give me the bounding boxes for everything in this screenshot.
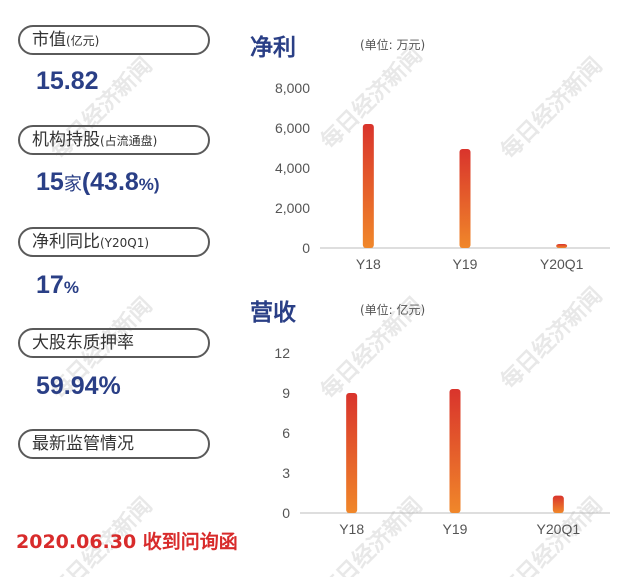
y-tick-label: 8,000	[275, 80, 310, 96]
metrics-panel: 市值(亿元) 15.82 机构持股(占流通盘) 15家(43.8%) 净利同比(…	[0, 0, 238, 577]
y-tick-label: 4,000	[275, 160, 310, 176]
institutional-holdings-percent: (43.8	[81, 168, 139, 196]
y-tick-label: 3	[282, 465, 290, 481]
x-category-label: Y20Q1	[537, 521, 581, 537]
pledge-ratio-label-text: 大股东质押率	[32, 333, 134, 353]
y-tick-label: 6	[282, 425, 290, 441]
inquiry-letter-note: 2020.06.30 收到问询函	[16, 531, 238, 553]
bar-y19	[459, 149, 471, 248]
y-tick-label: 0	[282, 505, 290, 521]
institutional-holdings-percent-unit: %)	[138, 175, 160, 194]
pledge-ratio-value-text: 59.94%	[36, 372, 121, 400]
net-profit-yoy-value: 17%	[36, 271, 79, 300]
revenue-chart: 营收 (单位: 亿元) 0 3 6 9 12 Y18 Y19 Y20Q1	[250, 299, 610, 537]
market-cap-label-unit: (亿元)	[66, 34, 100, 48]
x-category-label: Y18	[356, 256, 381, 272]
bar-y20q1	[556, 244, 568, 248]
bar-y18	[362, 124, 374, 248]
market-cap-label-text: 市值	[32, 30, 66, 50]
regulatory-status-label-text: 最新监管情况	[32, 434, 134, 454]
institutional-holdings-count: 15	[36, 168, 64, 196]
institutional-holdings-label: 机构持股(占流通盘)	[18, 125, 210, 155]
x-category-label: Y20Q1	[540, 256, 584, 272]
pledge-ratio-value: 59.94%	[36, 372, 121, 401]
institutional-holdings-count-unit: 家	[63, 174, 82, 194]
institutional-holdings-label-unit: (占流通盘)	[100, 134, 158, 148]
institutional-holdings-label-text: 机构持股	[32, 130, 100, 150]
y-tick-label: 2,000	[275, 200, 310, 216]
bar-y19	[449, 389, 461, 513]
x-category-label: Y18	[339, 521, 364, 537]
net-profit-yoy-value-text: 17	[36, 271, 64, 299]
bar-y18	[346, 393, 358, 513]
chart-title: 营收	[250, 299, 296, 326]
net-profit-yoy-value-unit: %	[63, 278, 79, 297]
market-cap-value-text: 15.82	[36, 67, 99, 95]
x-category-label: Y19	[443, 521, 468, 537]
net-profit-yoy-label: 净利同比(Y20Q1)	[18, 227, 210, 257]
net-profit-chart: 净利 (单位: 万元) 0 2,000 4,000 6,000 8,000 Y18 Y19 Y20…	[250, 34, 610, 272]
market-cap-label: 市值(亿元)	[18, 25, 210, 55]
chart-title: 净利	[250, 34, 296, 61]
y-tick-label: 6,000	[275, 120, 310, 136]
y-tick-label: 9	[282, 385, 290, 401]
chart-unit-label: (单位: 亿元)	[360, 302, 425, 317]
net-profit-yoy-label-text: 净利同比	[32, 232, 100, 252]
regulatory-status-label: 最新监管情况	[18, 429, 210, 459]
pledge-ratio-label: 大股东质押率	[18, 328, 210, 358]
y-tick-label: 0	[302, 240, 310, 256]
x-category-label: Y19	[453, 256, 478, 272]
institutional-holdings-value: 15家(43.8%)	[36, 168, 160, 197]
market-cap-value: 15.82	[36, 67, 99, 96]
net-profit-yoy-label-unit: (Y20Q1)	[100, 236, 150, 250]
y-tick-label: 12	[274, 345, 290, 361]
chart-unit-label: (单位: 万元)	[360, 37, 425, 52]
bar-y20q1	[552, 495, 564, 513]
